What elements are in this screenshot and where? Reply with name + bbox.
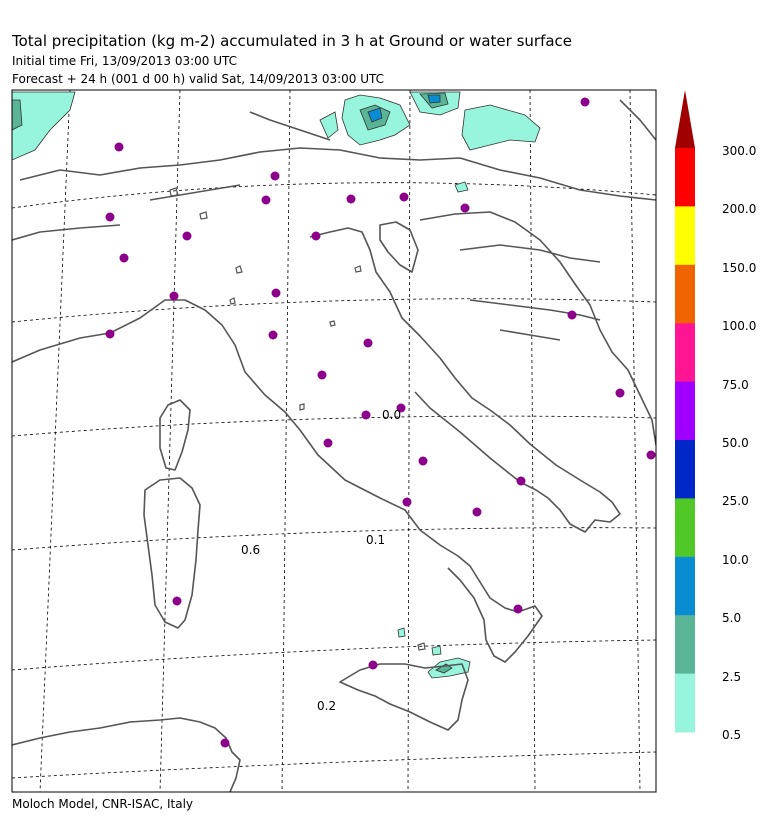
station-marker xyxy=(418,456,428,466)
colorbar-label: 300.0 xyxy=(722,144,757,158)
contour-label-sardinia: 0.6 xyxy=(241,543,260,557)
station-marker xyxy=(580,97,590,107)
colorbar-swatch xyxy=(675,206,695,266)
station-marker xyxy=(105,212,115,222)
station-marker xyxy=(220,738,230,748)
station-marker xyxy=(646,450,656,460)
station-marker xyxy=(268,330,278,340)
islands-lakes xyxy=(169,187,426,651)
colorbar-label: 200.0 xyxy=(722,202,757,217)
station-marker xyxy=(361,410,371,420)
contour-label-adriatic: 0.0 xyxy=(382,408,401,422)
colorbar-arrow xyxy=(675,90,695,148)
station-marker xyxy=(615,388,625,398)
colorbar-label: 25.0 xyxy=(722,494,749,509)
colorbar-swatch xyxy=(675,264,695,324)
station-marker xyxy=(105,329,115,339)
graticule xyxy=(12,90,656,792)
station-marker xyxy=(271,288,281,298)
colorbar-label: 2.5 xyxy=(722,669,742,684)
station-marker xyxy=(270,171,280,181)
colorbar-swatch xyxy=(675,323,695,383)
colorbar-label: 0.5 xyxy=(722,728,742,742)
station-marker xyxy=(114,142,124,152)
station-marker xyxy=(317,370,327,380)
map-frame xyxy=(11,89,657,793)
station-marker xyxy=(368,660,378,670)
colorbar-label: 50.0 xyxy=(722,436,749,450)
station-marker xyxy=(460,203,470,213)
station-marker xyxy=(323,438,333,448)
station-marker xyxy=(346,194,356,204)
station-marker xyxy=(513,604,523,614)
colorbar-swatch xyxy=(675,556,695,616)
station-marker xyxy=(119,253,129,263)
colorbar-swatch xyxy=(675,148,695,207)
precipitation-areas xyxy=(12,91,541,679)
station-marker xyxy=(567,310,577,320)
station-marker xyxy=(311,231,321,241)
station-marker xyxy=(172,596,182,606)
station-marker xyxy=(402,497,412,507)
colorbar xyxy=(675,90,695,733)
colorbar-swatch xyxy=(675,615,695,675)
initial-time: Initial time Fri, 13/09/2013 03:00 UTC xyxy=(12,54,238,68)
station-marker xyxy=(399,192,409,202)
contour-label-sicily: 0.2 xyxy=(317,699,336,713)
model-credit: Moloch Model, CNR-ISAC, Italy xyxy=(12,797,194,811)
forecast-valid-time: Forecast + 24 h (001 d 00 h) valid Sat, … xyxy=(12,72,385,86)
station-marker xyxy=(396,403,406,413)
colorbar-label: 5.0 xyxy=(722,611,742,626)
colorbar-swatch xyxy=(675,673,695,733)
station-marker xyxy=(363,338,373,348)
station-marker xyxy=(472,507,482,517)
map-title: Total precipitation (kg m-2) accumulated… xyxy=(12,32,573,50)
colorbar-swatch xyxy=(675,498,695,558)
colorbar-label: 10.0 xyxy=(722,552,749,567)
station-marker xyxy=(261,195,271,205)
colorbar-label: 100.0 xyxy=(722,319,757,334)
colorbar-swatch xyxy=(675,381,695,441)
station-marker xyxy=(169,291,179,301)
station-markers xyxy=(105,97,656,748)
station-marker xyxy=(516,476,526,486)
colorbar-label: 75.0 xyxy=(722,377,749,392)
station-marker xyxy=(182,231,192,241)
contour-label-tyrrhenian: 0.1 xyxy=(366,533,385,547)
colorbar-label: 150.0 xyxy=(722,260,757,275)
colorbar-swatch xyxy=(675,440,695,499)
coastlines xyxy=(12,99,656,792)
